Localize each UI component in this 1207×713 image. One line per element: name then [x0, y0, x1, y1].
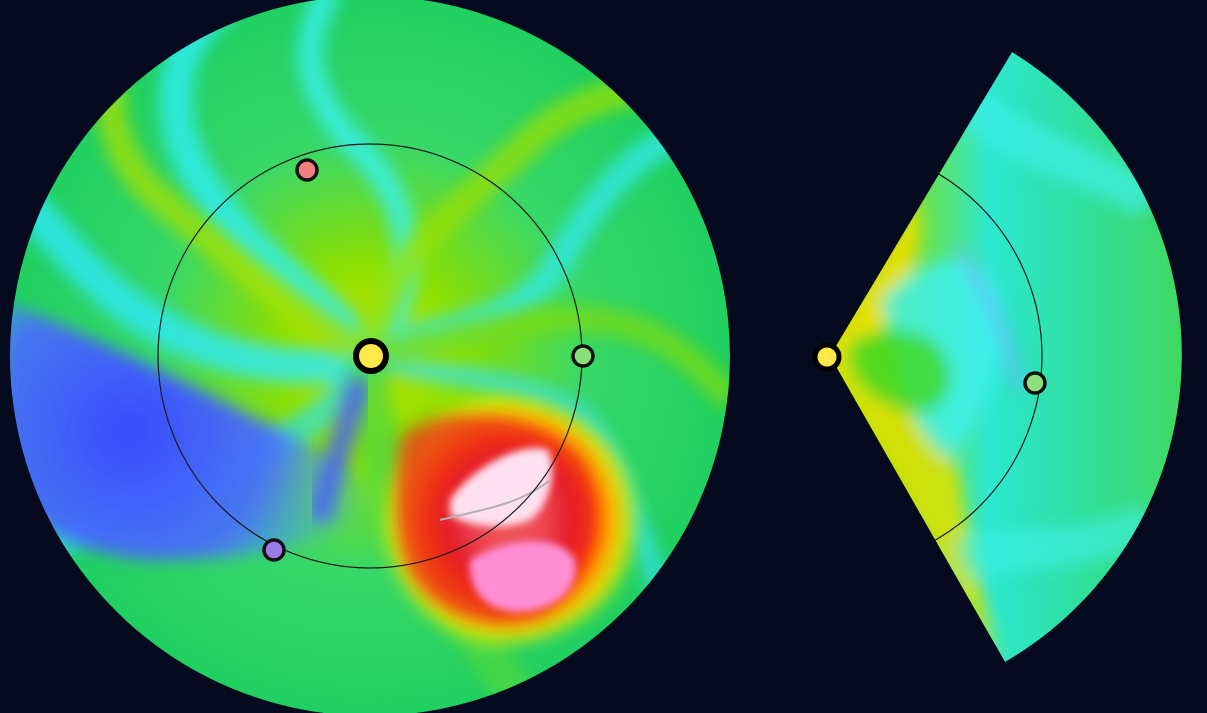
low-density-tendril: [308, 377, 372, 523]
low-density-region: [10, 300, 380, 560]
sun-marker-meridional: [812, 342, 842, 372]
spacecraft-a-marker: [295, 158, 319, 182]
wedge-cyan-lower: [953, 502, 1160, 580]
earth-marker-meridional: [1023, 371, 1047, 395]
spacecraft-b-marker: [262, 538, 286, 562]
sun-marker: [353, 338, 389, 374]
wedge-blue-filament: [955, 247, 1025, 391]
earth-marker: [571, 344, 595, 368]
spiral-arm-1: [159, 0, 384, 367]
wedge-green-core: [850, 330, 951, 413]
cme-cloud: [340, 395, 640, 645]
orbit-ring-meridional: [830, 143, 1043, 569]
dense-band-3: [367, 306, 730, 410]
cme-core-lower: [469, 541, 576, 612]
cme-core-upper: [450, 448, 553, 527]
cme-shock-line: [439, 479, 551, 521]
wedge-cyan-upper: [947, 84, 1160, 218]
